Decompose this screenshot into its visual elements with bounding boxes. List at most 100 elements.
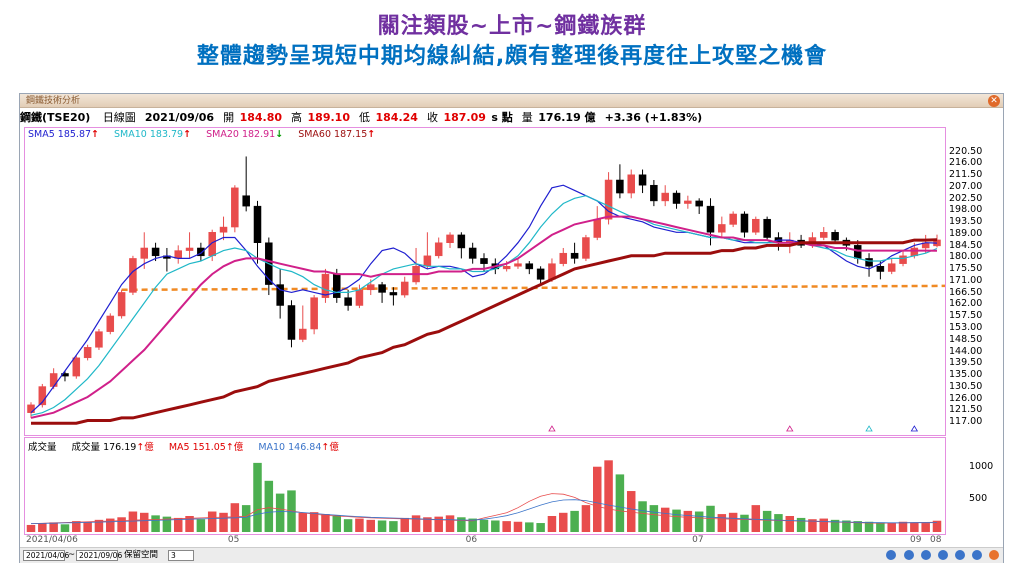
candle-body (593, 218, 602, 238)
candle-body (446, 234, 454, 243)
scroll-right-icon[interactable] (937, 550, 948, 560)
candle-body (899, 255, 907, 264)
volume-bar (355, 518, 364, 532)
candle (865, 253, 873, 277)
candle (695, 198, 703, 214)
candle (299, 305, 307, 343)
candle-body (197, 247, 205, 257)
signal-marker (786, 425, 794, 432)
volume-bar (751, 505, 761, 532)
volume-bar (887, 523, 896, 532)
candle (661, 185, 669, 207)
zoom-out-icon[interactable] (886, 550, 897, 560)
volume-bar (275, 493, 285, 532)
y-tick-label: 166.50 (949, 286, 983, 298)
headline-line-2: 整體趨勢呈現短中期均線糾結,頗有整理後再度往上攻堅之機會 (196, 44, 828, 69)
candle-body (117, 292, 126, 317)
candle (582, 234, 590, 262)
legend-sma5-arrow: ↑ (91, 129, 99, 140)
candle (763, 216, 771, 241)
low-caption: 低 (358, 111, 370, 124)
price-panel[interactable]: SMA5 185.87↑ SMA10 183.79↑ SMA20 182.91↓… (24, 127, 946, 436)
volume-bar (694, 511, 704, 532)
volume-bar (253, 462, 262, 532)
legend-volume: 成交量 176.19↑億 (72, 442, 154, 453)
y-tick-label: 162.00 (949, 298, 983, 310)
volume-bar (762, 510, 772, 532)
volume-chart[interactable] (25, 438, 945, 534)
window-titlebar[interactable]: 鋼鐵技術分析 ✕ (20, 94, 1003, 108)
volume-tick-label: 1000 (969, 461, 994, 472)
volume-bar (140, 512, 149, 532)
y-tick-label: 189.00 (949, 227, 983, 239)
zoom-in-icon[interactable] (903, 550, 914, 560)
volume-bar (411, 515, 421, 532)
symbol-label: 鋼鐵(TSE20) (20, 111, 91, 124)
price-chart[interactable] (25, 128, 945, 435)
candle (650, 179, 658, 207)
candle (718, 216, 726, 238)
candle (83, 344, 92, 361)
quote-info-bar: 鋼鐵(TSE20) 日線圖 2021/09/06 開 184.80 高 189.… (20, 109, 1003, 126)
volume-bar (309, 512, 319, 532)
candle-body (695, 200, 703, 207)
candle-body (819, 232, 828, 238)
last-icon[interactable] (971, 550, 982, 560)
volume-bar (853, 521, 862, 532)
y-tick-label: 144.00 (949, 345, 983, 357)
y-tick-label: 130.50 (949, 380, 983, 392)
settings-icon[interactable] (989, 550, 999, 560)
close-icon[interactable]: ✕ (988, 95, 1000, 107)
candle (514, 258, 522, 269)
volume-bar (83, 521, 92, 532)
x-tick-label: 2021/04/06 (26, 535, 78, 545)
candle (570, 242, 579, 264)
scroll-left-icon[interactable] (920, 550, 931, 560)
volume-bar (196, 519, 206, 532)
volume-bar (615, 474, 625, 532)
candle (253, 200, 262, 264)
headline-line-1: 關注類股~上市~鋼鐵族群 (377, 14, 647, 39)
candle (819, 227, 828, 241)
candle (593, 206, 602, 241)
y-tick-label: 193.50 (949, 216, 983, 228)
candle (446, 232, 454, 248)
candle (106, 313, 115, 335)
y-tick-label: 184.50 (949, 239, 983, 251)
y-tick-label: 126.00 (949, 392, 983, 404)
first-icon[interactable] (954, 550, 965, 560)
legend-sma60-arrow: ↑ (367, 129, 376, 140)
y-tick-label: 180.00 (949, 251, 983, 263)
candle-body (321, 273, 330, 298)
candle (468, 242, 477, 264)
candle-body (423, 255, 432, 267)
candle (752, 216, 760, 235)
y-tick-label: 135.00 (949, 369, 983, 381)
chart-window: 鋼鐵技術分析 ✕ 鋼鐵(TSE20) 日線圖 2021/09/06 開 184.… (19, 93, 1004, 563)
volume-bar (593, 466, 602, 532)
start-date-select[interactable]: 2021/04/06 (23, 550, 69, 561)
candle (310, 295, 318, 335)
volume-bar (389, 521, 398, 532)
keep-space-input[interactable]: 3 (168, 550, 194, 561)
y-tick-label: 117.00 (949, 416, 983, 428)
signal-marker (910, 425, 919, 432)
volume-bar (72, 521, 81, 532)
candle-body (242, 195, 250, 207)
legend-sma10: SMA10 183.79↑ (114, 129, 191, 140)
volume-bar (921, 523, 930, 532)
legend-sma10-arrow: ↑ (183, 129, 192, 140)
volume-bar (377, 520, 387, 532)
volume-bar (241, 505, 251, 532)
legend-sma20-arrow: ↓ (275, 129, 284, 140)
y-tick-label: 139.50 (949, 357, 983, 369)
end-date-select[interactable]: 2021/09/06 (76, 550, 122, 561)
price-legend: SMA5 185.87↑ SMA10 183.79↑ SMA20 182.91↓… (28, 129, 387, 140)
volume-bar (264, 480, 274, 532)
candle (378, 281, 386, 303)
candle-body (650, 184, 658, 202)
open-caption: 開 (223, 111, 235, 124)
x-tick-label: 07 (692, 535, 704, 545)
volume-panel[interactable]: 成交量 成交量 176.19↑億 MA5 151.05↑億 MA10 146.8… (24, 437, 946, 535)
volume-bar (559, 512, 568, 532)
